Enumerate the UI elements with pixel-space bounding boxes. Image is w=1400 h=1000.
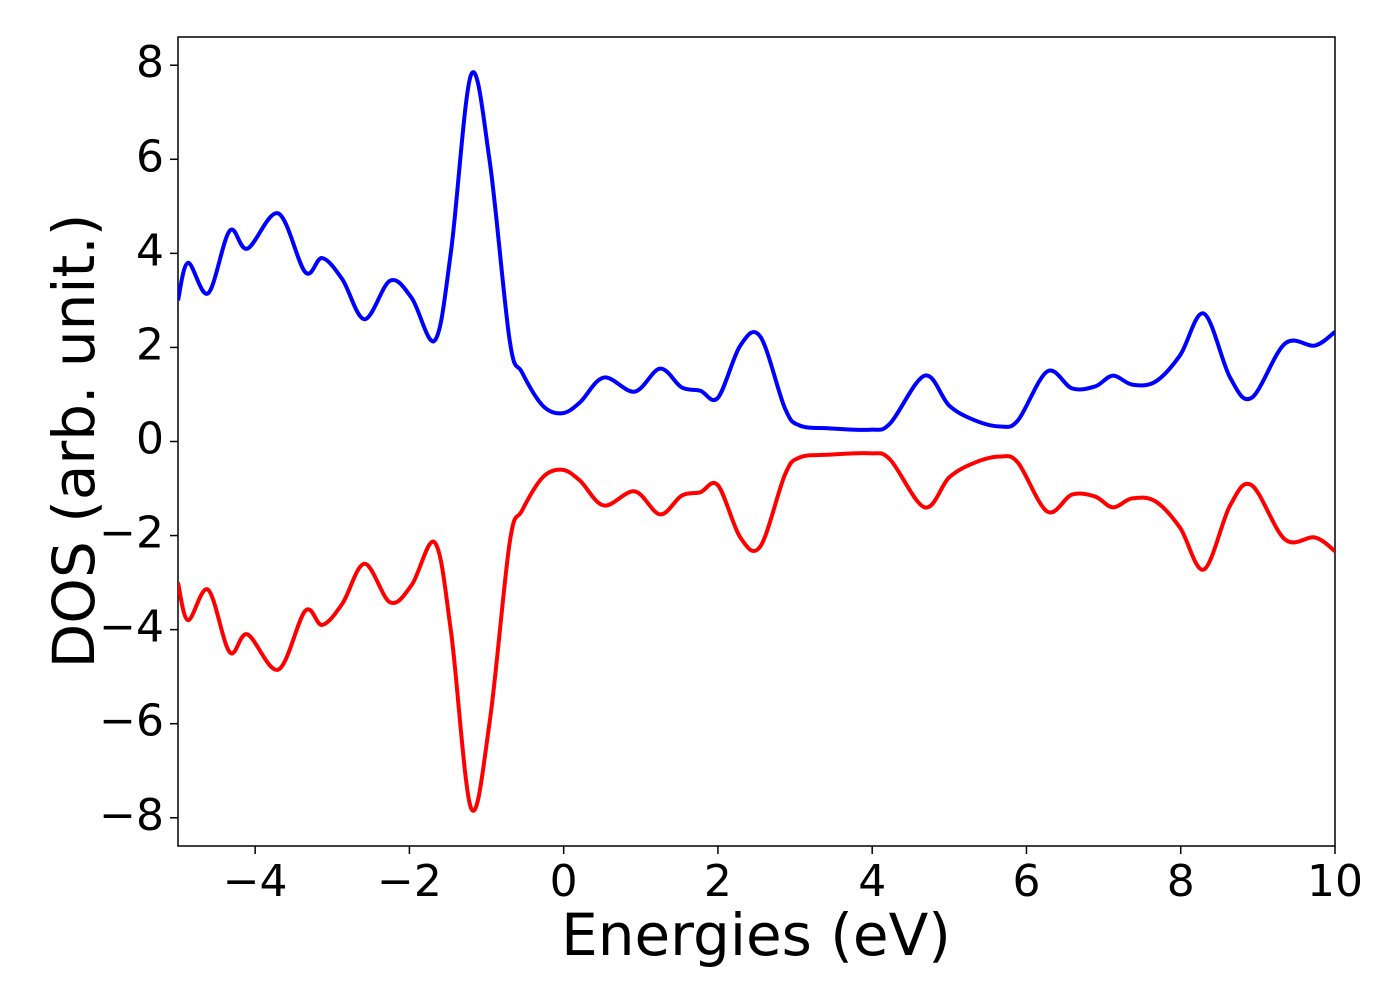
y-tick-label: 2	[136, 319, 164, 370]
plot-area	[178, 70, 1335, 813]
y-tick-label: −4	[99, 602, 164, 653]
x-tick-label: 6	[1012, 856, 1040, 907]
y-tick-label: 4	[136, 225, 164, 276]
y-tick-label: 8	[136, 37, 164, 88]
x-tick-label: 0	[550, 856, 578, 907]
y-tick-label: 6	[136, 131, 164, 182]
x-tick-label: 8	[1167, 856, 1195, 907]
plot-frame	[177, 36, 1336, 847]
y-tick-label: 0	[136, 414, 164, 465]
x-tick-label: −4	[223, 856, 288, 907]
dos-line	[178, 70, 1335, 432]
y-tick-label: −2	[99, 508, 164, 559]
dos-line	[178, 451, 1335, 813]
x-tick-label: 4	[858, 856, 886, 907]
y-tick-label: −6	[99, 696, 164, 747]
x-axis-label: Energies (eV)	[561, 901, 951, 969]
y-axis-label: DOS (arb. unit.)	[40, 214, 108, 669]
x-tick-label: 2	[704, 856, 732, 907]
y-tick-label: −8	[99, 790, 164, 841]
x-tick-label: −2	[377, 856, 442, 907]
x-tick-label: 10	[1307, 856, 1363, 907]
